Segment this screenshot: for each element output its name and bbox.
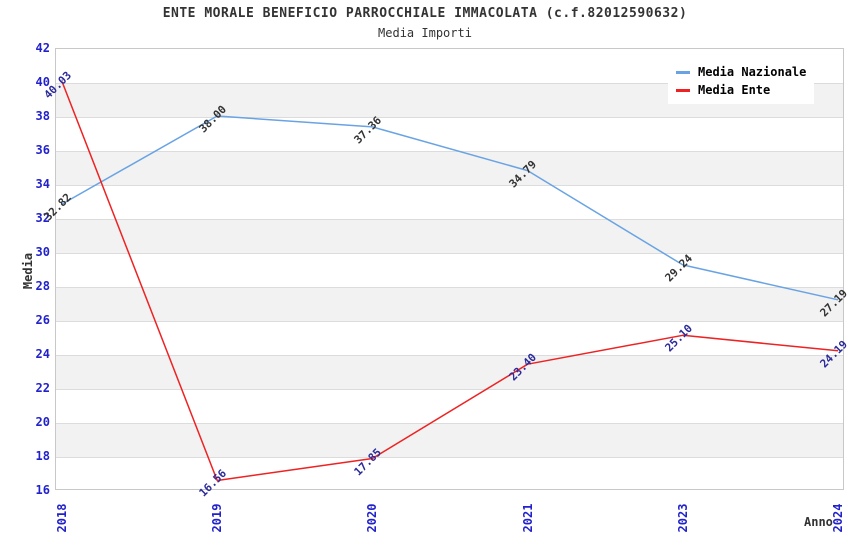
x-tick-label: 2023 [675, 503, 690, 533]
plot-band [56, 287, 843, 321]
gridline [56, 321, 843, 322]
y-tick-label: 32 [35, 211, 50, 225]
x-tick-label: 2020 [365, 503, 380, 533]
gridline [56, 287, 843, 288]
y-tick-label: 40 [35, 75, 50, 89]
y-tick-label: 22 [35, 381, 50, 395]
y-tick-label: 20 [35, 415, 50, 429]
legend: Media Nazionale Media Ente [668, 58, 814, 104]
gridline [56, 457, 843, 458]
plot-band [56, 423, 843, 457]
y-tick-label: 18 [35, 449, 50, 463]
legend-marker-nazionale [676, 70, 690, 74]
plot-band [56, 219, 843, 253]
y-tick-label: 30 [35, 245, 50, 259]
x-tick-label: 2019 [210, 503, 225, 533]
y-tick-label: 34 [35, 177, 50, 191]
x-tick-label: 2018 [55, 503, 69, 533]
gridline [56, 151, 843, 152]
legend-marker-ente [676, 88, 690, 92]
y-tick-label: 38 [35, 109, 50, 123]
x-tick-label: 2021 [520, 503, 535, 533]
legend-entry-nazionale: Media Nazionale [676, 65, 814, 79]
plot-band [56, 151, 843, 185]
gridline [56, 389, 843, 390]
gridline [56, 355, 843, 356]
y-tick-label: 28 [35, 279, 50, 293]
y-tick-label: 26 [35, 313, 50, 327]
gridline [56, 117, 843, 118]
x-axis-title: Anno [804, 515, 833, 529]
legend-entry-ente: Media Ente [676, 83, 814, 97]
y-tick-label: 16 [35, 483, 50, 497]
y-tick-label: 42 [35, 41, 50, 55]
chart-subtitle: Media Importi [378, 26, 472, 40]
x-tick-label: 2024 [831, 503, 845, 533]
legend-label-ente: Media Ente [698, 83, 771, 97]
y-tick-label: 24 [35, 347, 50, 361]
chart-title: ENTE MORALE BENEFICIO PARROCCHIALE IMMAC… [162, 6, 688, 21]
gridline [56, 185, 843, 186]
plot-area [55, 48, 844, 490]
gridline [56, 253, 843, 254]
y-axis-title: Media [21, 252, 35, 290]
y-tick-label: 36 [35, 143, 50, 157]
plot-band [56, 355, 843, 389]
gridline [56, 219, 843, 220]
gridline [56, 423, 843, 424]
legend-label-nazionale: Media Nazionale [698, 65, 807, 79]
